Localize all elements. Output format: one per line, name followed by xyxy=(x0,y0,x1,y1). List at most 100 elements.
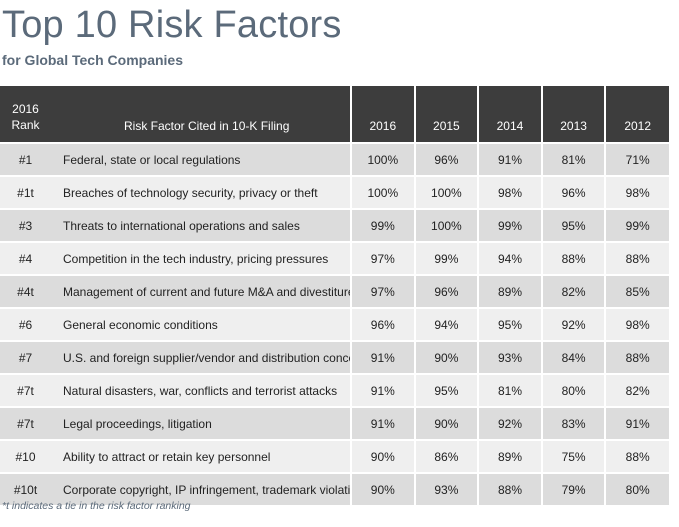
percentage-cell: 89% xyxy=(477,274,542,308)
risk-factor-cell: Competition in the tech industry, pricin… xyxy=(51,241,351,275)
percentage-cell: 80% xyxy=(604,472,669,505)
percentage-cell: 88% xyxy=(604,241,669,275)
percentage-cell: 100% xyxy=(350,142,415,176)
risk-factor-cell: Ability to attract or retain key personn… xyxy=(51,439,351,473)
rank-cell: #7t xyxy=(0,373,51,407)
table-row: #4t Management of current and future M&A … xyxy=(0,274,669,308)
percentage-cell: 99% xyxy=(604,208,669,242)
risk-factor-cell: Breaches of technology security, privacy… xyxy=(51,175,351,209)
percentage-cell: 99% xyxy=(350,208,415,242)
percentage-cell: 81% xyxy=(477,373,542,407)
percentage-cell: 88% xyxy=(604,340,669,374)
risk-factor-cell: General economic conditions xyxy=(51,307,351,341)
percentage-cell: 91% xyxy=(477,142,542,176)
percentage-cell: 90% xyxy=(350,472,415,505)
rank-cell: #10t xyxy=(0,472,51,505)
table-row: #7 U.S. and foreign supplier/vendor and d… xyxy=(0,340,669,374)
percentage-cell: 94% xyxy=(413,307,479,341)
percentage-cell: 100% xyxy=(413,175,479,209)
percentage-cell: 97% xyxy=(350,274,415,308)
table-row: #3 Threats to international operations an… xyxy=(0,208,669,242)
table-row: #7t Natural disasters, war, conflicts and… xyxy=(0,373,669,407)
percentage-cell: 88% xyxy=(477,472,542,505)
table-row: #7t Legal proceedings, litigation 91% 90% 92… xyxy=(0,406,669,440)
year-column-header: 2015 xyxy=(413,86,479,143)
year-column-header: 2012 xyxy=(604,86,669,143)
year-column-header: 2013 xyxy=(540,86,606,143)
risk-factor-cell: Federal, state or local regulations xyxy=(51,142,351,176)
page-title: Top 10 Risk Factors xyxy=(2,4,342,46)
rank-cell: #6 xyxy=(0,307,51,341)
percentage-cell: 95% xyxy=(540,208,606,242)
percentage-cell: 91% xyxy=(350,340,415,374)
percentage-cell: 91% xyxy=(350,406,415,440)
table-row: #10 Ability to attract or retain key pers… xyxy=(0,439,669,473)
table-header-row: 2016 Rank Risk Factor Cited in 10-K Filin… xyxy=(0,86,669,143)
percentage-cell: 96% xyxy=(350,307,415,341)
table-row: #1 Federal, state or local regulations 100… xyxy=(0,142,669,176)
rank-cell: #7t xyxy=(0,406,51,440)
page-subtitle: for Global Tech Companies xyxy=(2,52,183,68)
rank-cell: #4t xyxy=(0,274,51,308)
risk-factor-cell: Management of current and future M&A and… xyxy=(51,274,351,308)
table-row: #4 Competition in the tech industry, pric… xyxy=(0,241,669,275)
percentage-cell: 94% xyxy=(477,241,542,275)
risk-factor-cell: Threats to international operations and … xyxy=(51,208,351,242)
factor-column-header: Risk Factor Cited in 10-K Filing xyxy=(51,86,351,143)
percentage-cell: 83% xyxy=(540,406,606,440)
percentage-cell: 84% xyxy=(540,340,606,374)
table-row: #6 General economic conditions 96% 94% 95% 92… xyxy=(0,307,669,341)
risk-factor-cell: U.S. and foreign supplier/vendor and dis… xyxy=(51,340,351,374)
percentage-cell: 80% xyxy=(540,373,606,407)
percentage-cell: 82% xyxy=(604,373,669,407)
year-column-header: 2014 xyxy=(477,86,542,143)
percentage-cell: 99% xyxy=(477,208,542,242)
percentage-cell: 90% xyxy=(350,439,415,473)
percentage-cell: 92% xyxy=(477,406,542,440)
risk-factor-cell: Natural disasters, war, conflicts and te… xyxy=(51,373,351,407)
risk-factor-cell: Legal proceedings, litigation xyxy=(51,406,351,440)
percentage-cell: 81% xyxy=(540,142,606,176)
footnote: *t indicates a tie in the risk factor ra… xyxy=(2,500,191,512)
percentage-cell: 93% xyxy=(413,472,479,505)
table-row: #10t Corporate copyright, IP infringement… xyxy=(0,472,669,505)
percentage-cell: 99% xyxy=(413,241,479,275)
percentage-cell: 96% xyxy=(413,274,479,308)
risk-factors-table: 2016 Rank Risk Factor Cited in 10-K Filin… xyxy=(0,86,669,505)
percentage-cell: 86% xyxy=(413,439,479,473)
percentage-cell: 95% xyxy=(413,373,479,407)
percentage-cell: 96% xyxy=(540,175,606,209)
percentage-cell: 90% xyxy=(413,340,479,374)
risk-factor-cell: Corporate copyright, IP infringement, tr… xyxy=(51,472,351,505)
percentage-cell: 75% xyxy=(540,439,606,473)
percentage-cell: 97% xyxy=(350,241,415,275)
percentage-cell: 88% xyxy=(540,241,606,275)
percentage-cell: 100% xyxy=(350,175,415,209)
percentage-cell: 100% xyxy=(413,208,479,242)
year-column-header: 2016 xyxy=(350,86,415,143)
percentage-cell: 71% xyxy=(604,142,669,176)
rank-cell: #3 xyxy=(0,208,51,242)
table-row: #1t Breaches of technology security, priv… xyxy=(0,175,669,209)
percentage-cell: 90% xyxy=(413,406,479,440)
percentage-cell: 95% xyxy=(477,307,542,341)
percentage-cell: 91% xyxy=(350,373,415,407)
rank-cell: #1t xyxy=(0,175,51,209)
percentage-cell: 79% xyxy=(540,472,606,505)
rank-cell: #10 xyxy=(0,439,51,473)
percentage-cell: 85% xyxy=(604,274,669,308)
percentage-cell: 82% xyxy=(540,274,606,308)
percentage-cell: 88% xyxy=(604,439,669,473)
percentage-cell: 89% xyxy=(477,439,542,473)
percentage-cell: 92% xyxy=(540,307,606,341)
table-body: #1 Federal, state or local regulations 100… xyxy=(0,142,669,505)
percentage-cell: 93% xyxy=(477,340,542,374)
rank-header-line1: 2016 xyxy=(12,102,39,116)
rank-cell: #4 xyxy=(0,241,51,275)
rank-header-line2: Rank xyxy=(11,118,40,132)
percentage-cell: 96% xyxy=(413,142,479,176)
percentage-cell: 91% xyxy=(604,406,669,440)
rank-cell: #7 xyxy=(0,340,51,374)
percentage-cell: 98% xyxy=(604,175,669,209)
rank-cell: #1 xyxy=(0,142,51,176)
